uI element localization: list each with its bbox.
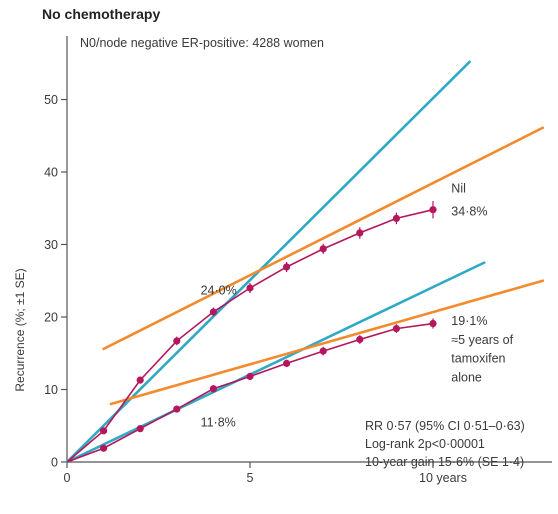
- x-tick-label: 0: [64, 471, 71, 485]
- data-point: [319, 347, 327, 355]
- chart-title: No chemotherapy: [42, 6, 160, 22]
- trend-line: [65, 60, 471, 464]
- y-ticks: 0 10 20 30 40 50: [44, 93, 67, 470]
- statistics-text: RR 0·57 (95% CI 0·51–0·63) Log-rank 2p<0·…: [365, 419, 525, 469]
- trend-line: [102, 126, 545, 351]
- data-point: [100, 444, 108, 452]
- data-point: [100, 427, 108, 435]
- stat-line: 10-year gain 15·6% (SE 1·4): [365, 455, 524, 469]
- data-point: [392, 214, 400, 222]
- data-point: [356, 229, 364, 237]
- data-point: [283, 263, 291, 271]
- stat-line: Log-rank 2p<0·00001: [365, 437, 485, 451]
- annotations: 24·0% 11·8% Nil 34·8% 19·1% ≈5 years of tamoxi…: [201, 181, 514, 429]
- y-tick-label: 10: [44, 383, 58, 397]
- y-tick-label: 50: [44, 93, 58, 107]
- data-point: [136, 376, 144, 384]
- data-point: [392, 325, 400, 333]
- data-point: [283, 359, 291, 367]
- annotation-label: tamoxifen: [451, 352, 505, 366]
- trend-lines: [65, 60, 545, 464]
- annotation-label: 24·0%: [201, 284, 237, 298]
- data-point: [173, 337, 181, 345]
- data-point: [429, 319, 437, 328]
- x-tick-label: 10 years: [419, 471, 467, 485]
- chart-subtitle: N0/node negative ER-positive: 4288 women: [80, 36, 324, 50]
- trend-line: [109, 279, 545, 406]
- x-ticks: 0 5 10 years: [64, 462, 467, 485]
- y-tick-label: 0: [51, 456, 58, 470]
- annotation-label: ≈5 years of: [451, 333, 513, 347]
- data-point: [429, 206, 437, 214]
- stat-line: RR 0·57 (95% CI 0·51–0·63): [365, 419, 525, 433]
- data-series: [66, 201, 437, 463]
- data-point: [246, 284, 254, 292]
- y-axis-label: Recurrence (%; ±1 SE): [13, 268, 27, 391]
- y-tick-label: 20: [44, 311, 58, 325]
- annotation-label: alone: [451, 371, 482, 385]
- data-point: [173, 405, 181, 413]
- data-point: [356, 335, 364, 344]
- annotation-label: 19·1%: [451, 314, 487, 328]
- data-point: [319, 245, 327, 253]
- annotation-label: Nil: [451, 181, 466, 195]
- data-point: [209, 308, 217, 316]
- y-tick-label: 30: [44, 238, 58, 252]
- y-tick-label: 40: [44, 166, 58, 180]
- annotation-label: 11·8%: [201, 415, 236, 429]
- data-point: [209, 385, 217, 393]
- annotation-label: 34·8%: [451, 205, 487, 219]
- data-point: [136, 425, 144, 433]
- data-point: [246, 372, 254, 381]
- x-tick-label: 5: [247, 471, 254, 485]
- trend-line: [65, 261, 486, 464]
